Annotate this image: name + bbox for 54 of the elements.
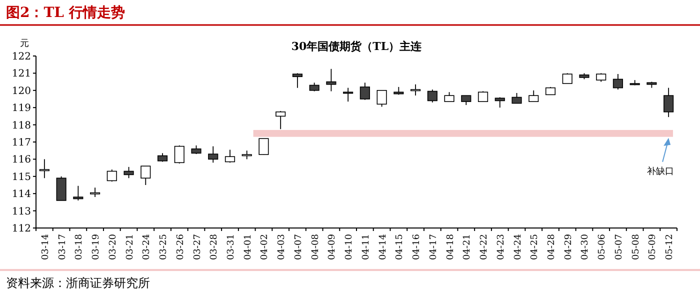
y-tick-label: 112 [12,224,31,234]
x-tick-label: 04-15 [395,234,406,260]
y-tick-label: 118 [12,120,31,132]
x-tick-label: 03-25 [159,234,170,260]
x-tick-label: 04-23 [496,234,506,260]
y-tick-label: 120 [12,86,31,97]
y-tick-label: 113 [12,206,31,218]
x-tick-label: 04-02 [260,234,270,260]
x-tick-label: 03-20 [108,234,118,260]
x-tick-label: 05-08 [631,234,642,260]
x-tick-label: 04-11 [361,234,372,260]
text: 资料来源：浙商证券研究所 [6,276,150,290]
x-tick-label: 03-28 [210,234,220,260]
x-tick-label: 04-01 [243,234,254,260]
x-tick-label: 04-17 [428,234,439,260]
x-tick-label: 05-07 [614,234,624,260]
y-tick-label: 119 [12,103,31,114]
x-tick-label: 04-10 [344,234,355,260]
x-tick-label: 04-21 [462,234,473,260]
x-tick-label: 04-09 [328,234,338,260]
y-tick-label: 121 [12,68,31,80]
x-tick-label: 03-19 [92,234,102,260]
x-tick-label: 03-21 [125,234,136,260]
x-tick-label: 04-28 [546,234,557,260]
x-tick-label: 03-14 [40,234,51,260]
x-tick-label: 03-17 [58,234,68,260]
x-tick-label: 05-09 [648,234,658,260]
chart-title: 图2：TL 行情走势 [6,5,125,21]
x-tick-label: 03-18 [74,234,85,260]
x-tick-label: 04-18 [446,234,456,260]
x-tick-label: 05-12 [665,234,676,260]
x-tick-label: 04-30 [580,234,591,260]
chart-subtitle: 30年国债期货（TL）主连 [291,40,423,53]
x-tick-label: 03-27 [192,234,203,260]
x-tick-label: 04-03 [277,234,288,260]
x-tick-label: 03-26 [176,234,186,260]
x-tick-label: 05-06 [598,234,608,260]
x-tick-label: 04-25 [530,234,540,260]
x-tick-label: 04-14 [378,234,388,260]
y-tick-label: 117 [12,138,31,148]
x-tick-label: 04-16 [412,234,422,260]
x-tick-label: 03-31 [226,234,236,260]
x-tick-label: 04-24 [513,234,524,260]
y-tick-label: 114 [12,189,31,200]
x-tick-label: 04-22 [480,234,490,260]
x-tick-label: 04-07 [294,234,304,260]
y-tick-label: 122 [12,52,31,62]
x-tick-label: 04-29 [564,234,574,260]
y-tick-label: 116 [12,154,31,166]
annotation: 补缺口 [647,166,674,177]
x-tick-label: 04-08 [310,234,321,260]
y-axis-title: 元 [20,38,29,49]
y-tick-label: 115 [12,172,31,183]
x-tick-label: 03-24 [142,234,152,260]
